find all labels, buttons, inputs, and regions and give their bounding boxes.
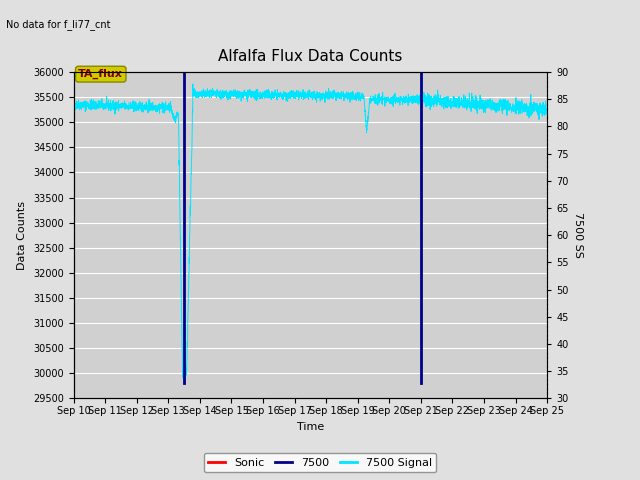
Y-axis label: 7500 SS: 7500 SS (573, 212, 582, 258)
Y-axis label: Data Counts: Data Counts (17, 201, 28, 270)
Legend: Sonic, 7500, 7500 Signal: Sonic, 7500, 7500 Signal (204, 453, 436, 472)
Text: TA_flux: TA_flux (78, 69, 124, 79)
Title: Alfalfa Flux Data Counts: Alfalfa Flux Data Counts (218, 49, 403, 64)
Text: No data for f_li77_cnt: No data for f_li77_cnt (6, 19, 111, 30)
X-axis label: Time: Time (297, 421, 324, 432)
